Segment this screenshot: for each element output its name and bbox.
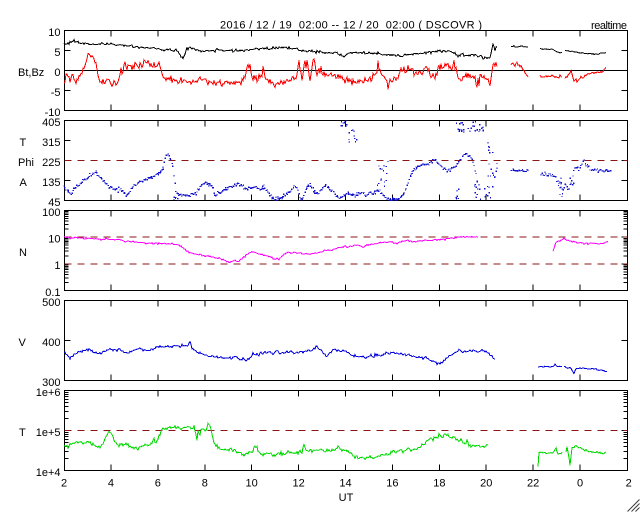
svg-text:2: 2 — [61, 477, 67, 489]
svg-text:0: 0 — [54, 67, 60, 79]
svg-text:135: 135 — [42, 177, 60, 189]
svg-text:realtime: realtime — [591, 20, 627, 32]
svg-text:22: 22 — [527, 477, 539, 489]
svg-text:14: 14 — [339, 477, 351, 489]
svg-text:2: 2 — [626, 477, 632, 489]
svg-text:45: 45 — [48, 197, 60, 209]
svg-text:2016 / 12 / 19 02:00 -- 12 /: 2016 / 12 / 19 02:00 -- 12 / 20 02:00 ( … — [220, 20, 482, 32]
svg-text:1e+6: 1e+6 — [36, 387, 61, 399]
svg-text:10: 10 — [48, 233, 60, 245]
svg-text:300: 300 — [42, 377, 60, 389]
svg-text:405: 405 — [42, 117, 60, 129]
svg-text:400: 400 — [42, 337, 60, 349]
svg-text:-5: -5 — [51, 87, 61, 99]
svg-text:N: N — [19, 247, 27, 259]
svg-text:T: T — [20, 137, 27, 149]
svg-text:1e+4: 1e+4 — [36, 467, 61, 479]
svg-text:UT: UT — [339, 492, 354, 504]
svg-text:12: 12 — [292, 477, 304, 489]
svg-text:500: 500 — [42, 297, 60, 309]
svg-text:5: 5 — [54, 47, 60, 59]
svg-text:315: 315 — [42, 137, 60, 149]
svg-text:16: 16 — [386, 477, 398, 489]
svg-text:Phi: Phi — [18, 157, 34, 169]
svg-text:Bt,Bz: Bt,Bz — [18, 67, 44, 79]
svg-text:A: A — [20, 177, 28, 189]
svg-text:100: 100 — [42, 207, 60, 219]
svg-text:10: 10 — [246, 477, 258, 489]
svg-text:20: 20 — [480, 477, 492, 489]
svg-text:8: 8 — [202, 477, 208, 489]
svg-text:0: 0 — [577, 477, 583, 489]
svg-text:225: 225 — [42, 157, 60, 169]
svg-text:V: V — [19, 337, 27, 349]
svg-text:18: 18 — [433, 477, 445, 489]
svg-text:-10: -10 — [45, 107, 61, 119]
svg-text:4: 4 — [108, 477, 114, 489]
svg-text:10: 10 — [48, 27, 60, 39]
svg-text:6: 6 — [155, 477, 161, 489]
svg-text:0.1: 0.1 — [45, 287, 60, 299]
svg-text:T: T — [19, 427, 26, 439]
svg-text:1e+5: 1e+5 — [36, 427, 61, 439]
svg-text:1: 1 — [54, 260, 60, 272]
